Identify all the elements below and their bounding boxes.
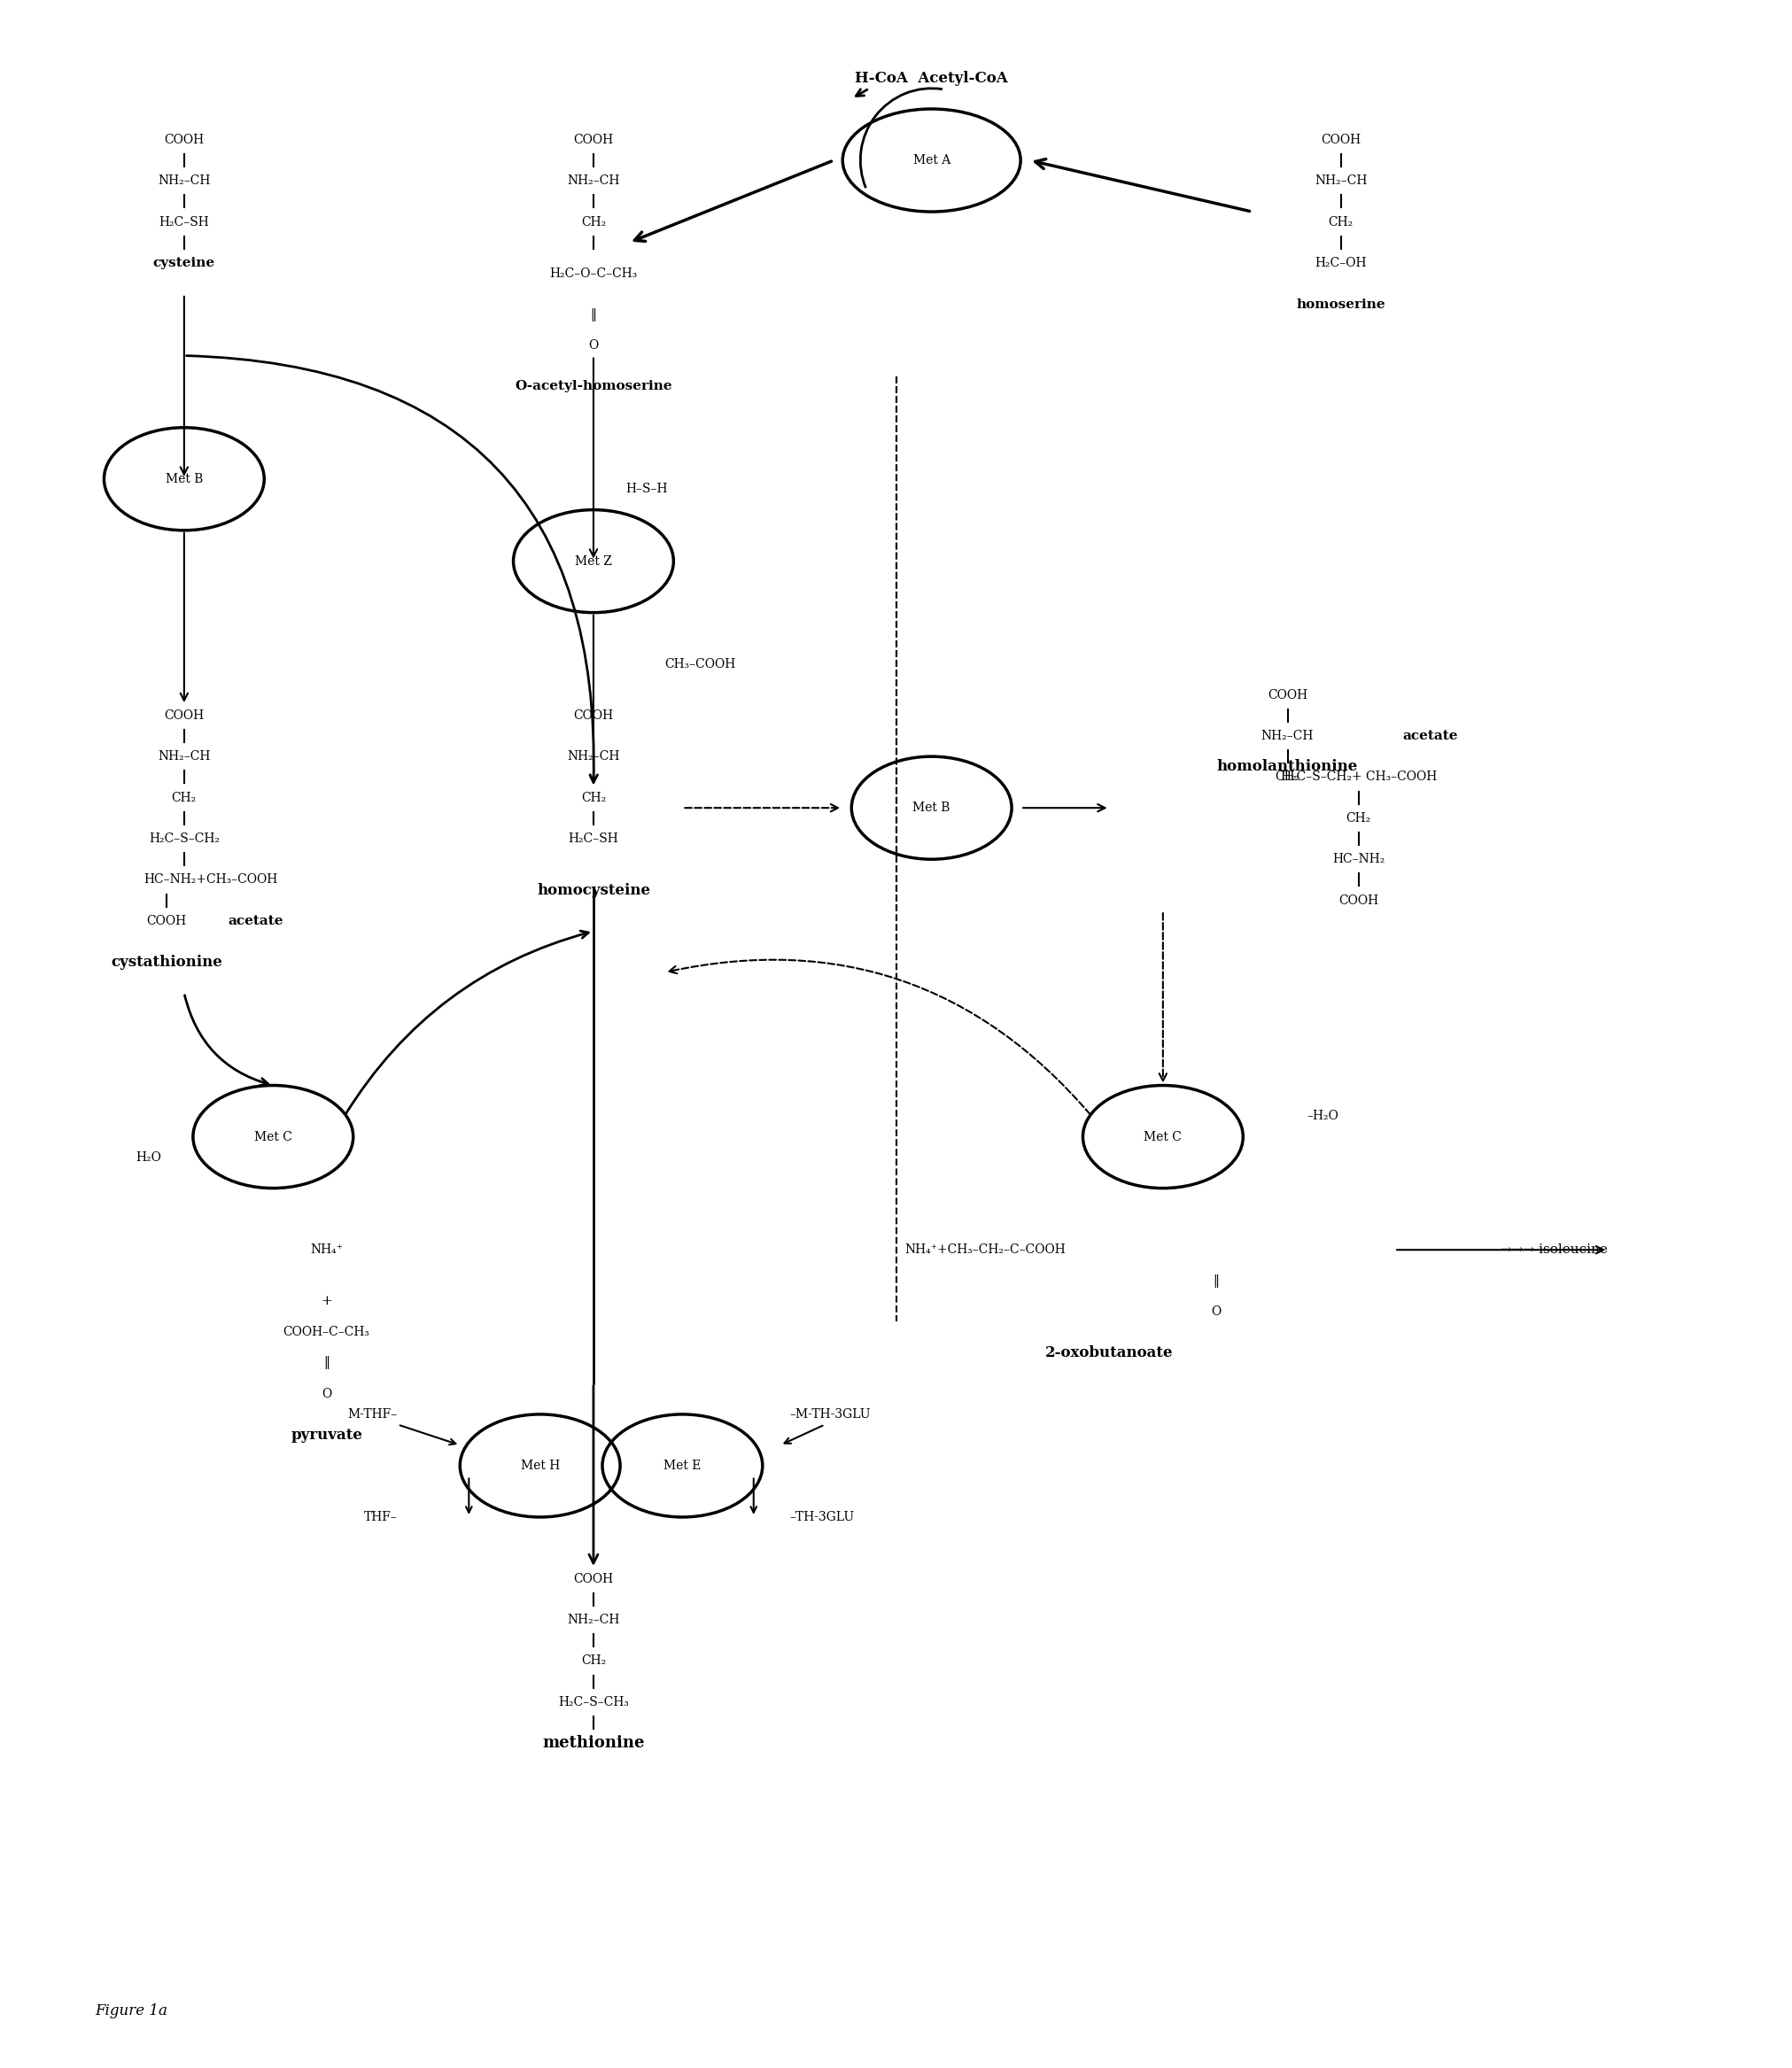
Text: O-acetyl-homoserine: O-acetyl-homoserine <box>514 381 672 393</box>
Text: Figure 1a: Figure 1a <box>95 2004 168 2018</box>
Text: COOH: COOH <box>573 709 613 722</box>
Text: CH₂: CH₂ <box>1328 215 1353 227</box>
Text: CH₂: CH₂ <box>1346 813 1371 825</box>
Text: CH₂: CH₂ <box>581 1654 606 1667</box>
Text: COOH: COOH <box>165 709 204 722</box>
Text: H₂C–SH: H₂C–SH <box>159 215 210 227</box>
Text: H-CoA  Acetyl-CoA: H-CoA Acetyl-CoA <box>855 70 1009 85</box>
Text: H₂C–OH: H₂C–OH <box>1315 256 1367 269</box>
Text: NH₄⁺+CH₃–CH₂–C–COOH: NH₄⁺+CH₃–CH₂–C–COOH <box>905 1243 1066 1255</box>
Text: cystathionine: cystathionine <box>111 955 222 970</box>
Text: methionine: methionine <box>543 1735 645 1752</box>
Text: homoserine: homoserine <box>1296 298 1385 310</box>
Text: homocysteine: homocysteine <box>538 883 650 898</box>
Text: COOH: COOH <box>573 134 613 147</box>
FancyArrowPatch shape <box>346 931 588 1115</box>
Text: pyruvate: pyruvate <box>290 1427 362 1441</box>
Text: →→→ isoleucine: →→→ isoleucine <box>1502 1243 1607 1255</box>
Text: acetate: acetate <box>228 914 283 926</box>
Text: CH₂: CH₂ <box>581 215 606 227</box>
Text: Met A: Met A <box>912 155 950 168</box>
Text: H–S–H: H–S–H <box>625 484 668 496</box>
Text: H₂O: H₂O <box>136 1152 161 1164</box>
Text: HC–NH₂+CH₃–COOH: HC–NH₂+CH₃–COOH <box>143 873 278 885</box>
Text: +: + <box>321 1295 332 1307</box>
Text: COOH: COOH <box>1321 134 1360 147</box>
Text: H₂C–S–CH₂: H₂C–S–CH₂ <box>149 833 220 846</box>
Text: NH₂–CH: NH₂–CH <box>566 1613 620 1625</box>
Text: CH₂: CH₂ <box>1276 771 1299 784</box>
Text: CH₃–COOH: CH₃–COOH <box>665 658 737 670</box>
Text: NH₂–CH: NH₂–CH <box>1315 174 1367 186</box>
Text: homolanthionine: homolanthionine <box>1217 759 1357 773</box>
Text: O: O <box>321 1388 332 1400</box>
Text: ‖: ‖ <box>1213 1274 1219 1286</box>
Text: Met E: Met E <box>663 1460 701 1472</box>
Text: H₂C–S–CH₂+ CH₃–COOH: H₂C–S–CH₂+ CH₃–COOH <box>1281 771 1437 784</box>
Text: CH₂: CH₂ <box>172 792 197 804</box>
Text: M-THF–: M-THF– <box>348 1408 398 1421</box>
Text: O: O <box>1211 1305 1222 1317</box>
Text: 2-oxobutanoate: 2-oxobutanoate <box>1045 1344 1174 1361</box>
Text: H₂C–S–CH₃: H₂C–S–CH₃ <box>557 1696 629 1708</box>
Text: COOH–C–CH₃: COOH–C–CH₃ <box>283 1326 369 1338</box>
FancyArrowPatch shape <box>186 356 597 782</box>
Text: NH₄⁺: NH₄⁺ <box>310 1243 342 1255</box>
Text: Met C: Met C <box>254 1131 292 1144</box>
FancyArrowPatch shape <box>668 960 1090 1115</box>
Text: NH₂–CH: NH₂–CH <box>566 751 620 763</box>
Text: THF–: THF– <box>364 1512 398 1524</box>
Text: Met B: Met B <box>165 474 202 486</box>
FancyArrowPatch shape <box>185 995 269 1086</box>
Text: Met H: Met H <box>520 1460 559 1472</box>
Text: COOH: COOH <box>1339 893 1378 906</box>
Text: NH₂–CH: NH₂–CH <box>1262 730 1314 742</box>
Text: NH₂–CH: NH₂–CH <box>158 174 210 186</box>
Text: NH₂–CH: NH₂–CH <box>158 751 210 763</box>
Text: O: O <box>588 339 599 352</box>
Text: HC–NH₂: HC–NH₂ <box>1333 854 1385 866</box>
Text: ‖: ‖ <box>323 1357 330 1369</box>
Text: cysteine: cysteine <box>152 256 215 269</box>
Text: –H₂O: –H₂O <box>1306 1111 1339 1123</box>
Text: COOH: COOH <box>1267 689 1308 701</box>
Text: Met B: Met B <box>912 802 950 815</box>
Text: CH₂: CH₂ <box>581 792 606 804</box>
Text: –M-TH-3GLU: –M-TH-3GLU <box>788 1408 871 1421</box>
Text: COOH: COOH <box>573 1572 613 1584</box>
Text: COOH: COOH <box>165 134 204 147</box>
Text: ‖: ‖ <box>590 308 597 321</box>
Text: –TH-3GLU: –TH-3GLU <box>788 1512 855 1524</box>
Text: H₂C–SH: H₂C–SH <box>568 833 618 846</box>
Text: acetate: acetate <box>1401 730 1457 742</box>
Text: Met C: Met C <box>1143 1131 1183 1144</box>
Text: Met Z: Met Z <box>575 554 613 567</box>
Text: H₂C–O–C–CH₃: H₂C–O–C–CH₃ <box>550 267 638 279</box>
Text: COOH: COOH <box>147 914 186 926</box>
Text: NH₂–CH: NH₂–CH <box>566 174 620 186</box>
